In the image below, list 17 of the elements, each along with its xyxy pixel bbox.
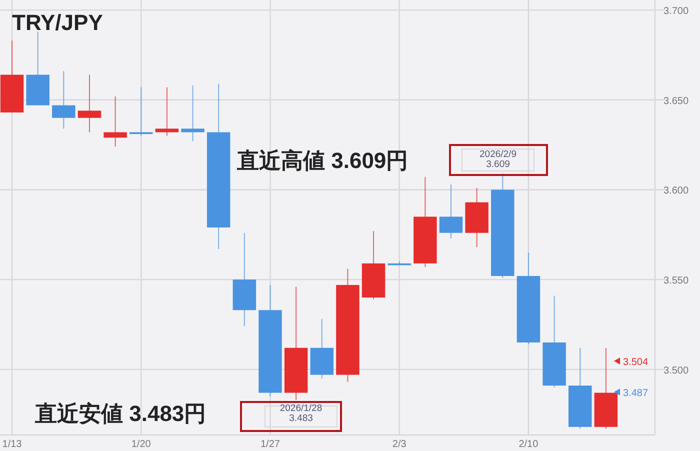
annotation: 直近高値 3.609円 <box>236 148 408 173</box>
y-tick-label: 3.550 <box>663 276 689 287</box>
x-tick-label: 1/20 <box>131 439 152 450</box>
x-tick-label: 1/27 <box>260 439 280 450</box>
annotation: 直近安値 3.483円 <box>34 401 206 426</box>
x-tick-label: 2/10 <box>518 439 539 450</box>
annotation: 2026/2/9 3.609 <box>480 149 516 170</box>
y-tick-label: 3.600 <box>663 186 689 197</box>
x-tick-label: 1/13 <box>2 439 22 450</box>
y-tick-label: 3.500 <box>663 365 689 376</box>
y-tick-label: 3.700 <box>663 6 689 18</box>
y-tick-label: 3.650 <box>663 96 689 107</box>
text: TRY/JPY <box>12 10 104 35</box>
text: 3.487 <box>623 388 648 399</box>
annotation: 2026/1/28 3.483 <box>280 403 322 424</box>
x-tick-label: 2/3 <box>392 439 407 450</box>
text: 3.504 <box>623 357 648 368</box>
